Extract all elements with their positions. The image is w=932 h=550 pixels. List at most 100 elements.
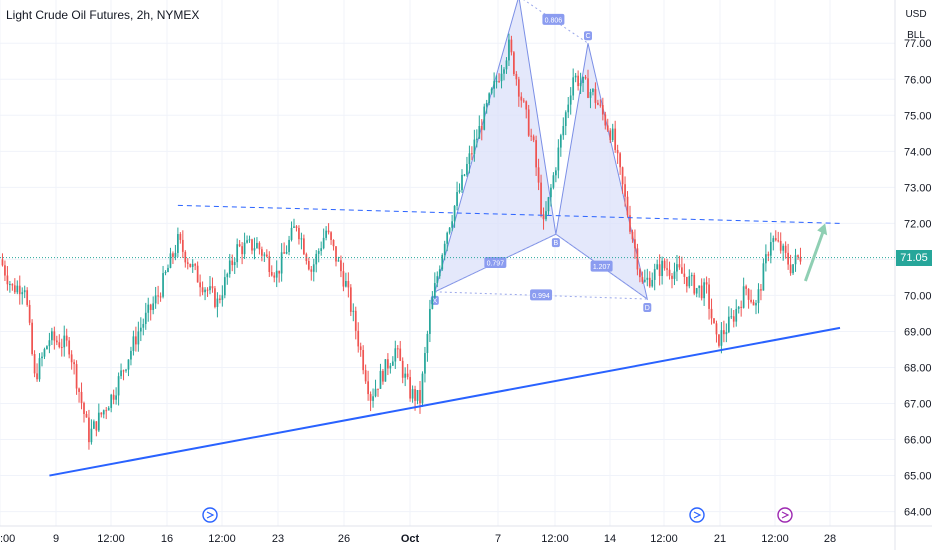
candle-body [191,264,194,267]
candle-body [508,39,510,61]
candle [401,357,404,384]
candle-body [461,174,463,191]
candle [179,232,182,244]
candle-body [372,396,374,401]
candle-body [658,264,661,277]
candle [33,350,36,378]
candle [495,75,498,89]
candle [369,391,372,412]
candle-body [730,316,733,318]
candle [354,306,357,340]
candle [28,300,31,326]
candle-body [661,260,663,277]
candle [668,261,671,280]
candle-body [710,308,713,319]
candle-body [85,413,88,418]
ratio-label: 0.797 [487,261,505,268]
candle-body [209,286,211,291]
candle-body [248,239,251,241]
candle-body [142,323,145,328]
candle [599,99,602,108]
candle-body [223,277,226,296]
candle [792,264,794,276]
candle-body [693,275,696,294]
candle [485,99,488,114]
candle [359,342,362,357]
candle-body [327,230,330,233]
candle-body [18,285,21,295]
candle [762,258,765,291]
candle [404,367,407,387]
candle-body [21,292,24,295]
ratio-line-xb [434,233,557,293]
candle-body [606,125,609,131]
candle [13,278,16,294]
candle [750,289,752,304]
candle-body [663,260,666,269]
candle-body [125,369,127,371]
candle [732,309,735,328]
candle [636,243,639,276]
candle [629,205,631,235]
candle-body [666,268,668,270]
unit-label[interactable]: BLL [907,30,925,41]
candle [787,243,789,270]
currency-label[interactable]: USD [905,9,927,20]
candle [298,225,300,245]
candle-body [594,89,597,103]
candle-body [700,285,703,299]
candle-body [718,334,720,346]
candle-body [216,298,219,307]
resistance-line [177,204,841,224]
candle [6,266,9,291]
candle-body [236,244,239,263]
candle [184,250,187,268]
candle-body [424,353,426,374]
candle [384,359,387,382]
candle-body [441,255,444,270]
candle [693,272,696,296]
candle [594,82,597,109]
candle-body [705,282,708,285]
candle [653,263,656,291]
candle [389,362,392,374]
pattern-point-label: X [432,298,437,305]
candle-body [26,290,29,305]
candle [97,403,100,433]
candle-body [1,259,4,266]
candle-body [463,174,466,176]
candle-body [293,226,295,228]
pattern-point-tag [643,303,652,313]
trend-line [49,326,841,477]
price-axis[interactable]: 64.0065.0066.0067.0068.0069.0070.0071.00… [904,38,932,518]
candle-body [559,135,562,148]
candle-body [458,190,461,193]
candle-body [574,75,577,78]
candle [261,246,263,262]
candle-body [201,287,204,293]
candle [698,285,701,298]
candle [597,99,599,106]
candle [347,272,350,298]
candle-body [614,128,617,150]
candle [451,214,453,232]
candles [1,33,802,450]
candle [216,292,219,318]
candle-body [189,263,192,267]
candle-body [624,184,626,197]
candle-body [221,295,224,300]
candle-body [760,289,762,291]
candle-body [513,52,515,75]
candle-body [48,340,51,347]
candle-body [769,242,772,256]
candle-body [683,273,686,277]
candle-body [587,78,589,98]
candle [505,57,508,74]
candle [110,393,113,413]
time-axis[interactable]: :00 9 12:00 16 12:00 23 26 Oct 7 12:00 14 12:00 21 12… [0,533,836,545]
candle-body [298,227,300,240]
candle [631,229,634,243]
candle [51,327,53,345]
candle [540,174,542,218]
